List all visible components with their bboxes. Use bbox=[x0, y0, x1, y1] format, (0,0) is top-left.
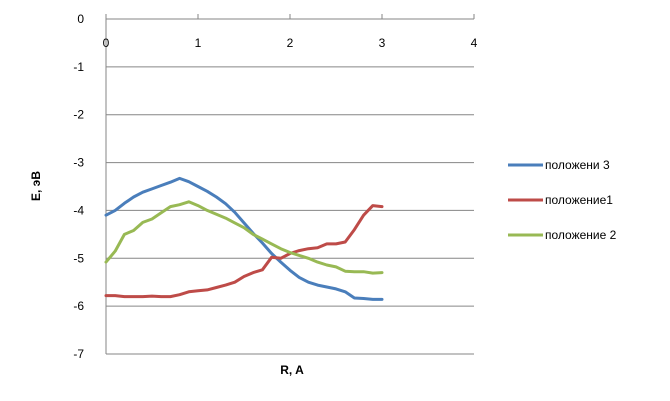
series-lines bbox=[104, 176, 384, 301]
x-tick-label: 4 bbox=[471, 36, 478, 50]
axes bbox=[105, 14, 475, 354]
y-tick-label: -5 bbox=[73, 251, 84, 265]
y-tick-label: -4 bbox=[73, 203, 84, 217]
y-axis-label: E, эВ bbox=[29, 171, 43, 201]
y-tick-labels: 0 -1 -2 -3 -4 -5 -6 -7 bbox=[73, 12, 84, 361]
y-tick-label: -2 bbox=[73, 108, 84, 122]
y-tick-label: -3 bbox=[73, 156, 84, 170]
x-tick-label: 1 bbox=[195, 36, 202, 50]
legend-label-2: положение1 bbox=[545, 193, 613, 207]
y-tick-label: -1 bbox=[73, 60, 84, 74]
legend-label-3: положение 2 bbox=[545, 228, 617, 242]
y-tick-label: 0 bbox=[77, 12, 84, 26]
x-tick-label: 0 bbox=[103, 36, 110, 50]
x-axis-label: R, A bbox=[280, 363, 304, 377]
x-tick-labels: 0 1 2 3 4 bbox=[103, 36, 478, 50]
series-line-2 bbox=[104, 204, 384, 299]
series-line-3 bbox=[104, 200, 384, 275]
legend: положени 3 положение1 положение 2 bbox=[508, 158, 617, 242]
gridlines bbox=[106, 18, 474, 355]
y-tick-label: -7 bbox=[73, 347, 84, 361]
series-line-1 bbox=[104, 176, 384, 301]
x-tick-label: 3 bbox=[379, 36, 386, 50]
x-tick-label: 2 bbox=[287, 36, 294, 50]
y-tick-label: -6 bbox=[73, 299, 84, 313]
legend-label-1: положени 3 bbox=[545, 158, 610, 172]
